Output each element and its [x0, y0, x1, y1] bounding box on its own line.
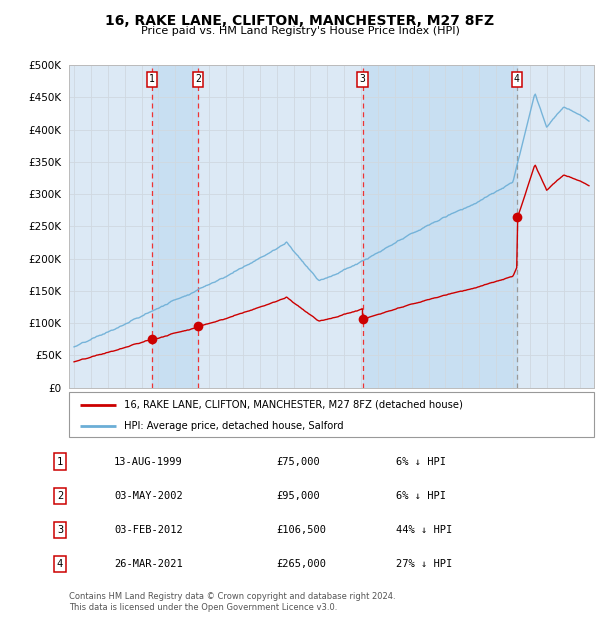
Text: 3: 3: [359, 74, 365, 84]
Text: Price paid vs. HM Land Registry's House Price Index (HPI): Price paid vs. HM Land Registry's House …: [140, 26, 460, 36]
Text: HPI: Average price, detached house, Salford: HPI: Average price, detached house, Salf…: [124, 421, 344, 431]
Text: £95,000: £95,000: [276, 490, 320, 501]
Text: 27% ↓ HPI: 27% ↓ HPI: [396, 559, 452, 569]
Text: 16, RAKE LANE, CLIFTON, MANCHESTER, M27 8FZ (detached house): 16, RAKE LANE, CLIFTON, MANCHESTER, M27 …: [124, 400, 463, 410]
Bar: [362, 65, 517, 388]
Text: £75,000: £75,000: [276, 456, 320, 467]
Text: £106,500: £106,500: [276, 525, 326, 535]
Text: 4: 4: [514, 74, 520, 84]
Text: Contains HM Land Registry data © Crown copyright and database right 2024.
This d: Contains HM Land Registry data © Crown c…: [69, 592, 395, 611]
Text: 13-AUG-1999: 13-AUG-1999: [114, 456, 183, 467]
Text: £265,000: £265,000: [276, 559, 326, 569]
Text: 2: 2: [195, 74, 201, 84]
Text: 1: 1: [57, 456, 63, 467]
Text: 03-MAY-2002: 03-MAY-2002: [114, 490, 183, 501]
Bar: [152, 65, 198, 388]
Text: 4: 4: [57, 559, 63, 569]
Text: 16, RAKE LANE, CLIFTON, MANCHESTER, M27 8FZ: 16, RAKE LANE, CLIFTON, MANCHESTER, M27 …: [106, 14, 494, 28]
Text: 03-FEB-2012: 03-FEB-2012: [114, 525, 183, 535]
Text: 26-MAR-2021: 26-MAR-2021: [114, 559, 183, 569]
Text: 3: 3: [57, 525, 63, 535]
Text: 6% ↓ HPI: 6% ↓ HPI: [396, 490, 446, 501]
Text: 1: 1: [149, 74, 155, 84]
Text: 44% ↓ HPI: 44% ↓ HPI: [396, 525, 452, 535]
Text: 2: 2: [57, 490, 63, 501]
Text: 6% ↓ HPI: 6% ↓ HPI: [396, 456, 446, 467]
FancyBboxPatch shape: [69, 392, 594, 437]
